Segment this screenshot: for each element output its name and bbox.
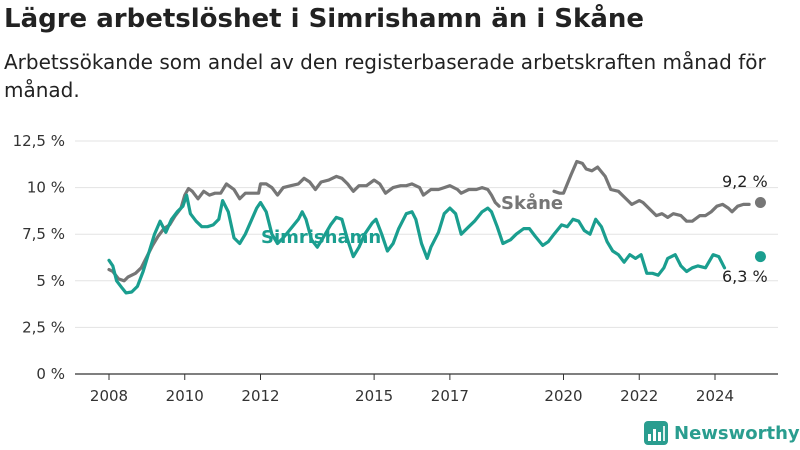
- end-point-simrishamn: [754, 251, 766, 263]
- end-value-label-simrishamn: 6,3 %: [722, 267, 768, 286]
- series-labels: Skåne Simrishamn 9,2 % 6,3 %: [261, 172, 768, 286]
- series-label-skane: Skåne: [501, 192, 563, 214]
- series-label-simrishamn: Simrishamn: [261, 227, 381, 248]
- y-tick-label: 10 %: [27, 179, 65, 197]
- y-tick-label: 0 %: [36, 365, 65, 383]
- y-tick-label: 2,5 %: [22, 318, 65, 336]
- x-tick-label: 2017: [431, 387, 469, 405]
- series-line-simrishamn: [109, 195, 738, 293]
- x-tick-label: 2022: [620, 387, 658, 405]
- x-tick-label: 2020: [544, 387, 582, 405]
- end-point-skane: [754, 197, 766, 209]
- brand-name: Newsworthy: [674, 422, 800, 444]
- newsworthy-logo: Newsworthy: [644, 421, 800, 445]
- y-axis-ticks: 0 % 2,5 % 5 % 7,5 % 10 % 12,5 %: [13, 132, 65, 383]
- y-tick-label: 5 %: [36, 272, 65, 290]
- bar-chart-icon: [644, 421, 668, 445]
- x-tick-label: 2015: [355, 387, 393, 405]
- x-tick-label: 2024: [696, 387, 734, 405]
- x-tick-label: 2010: [166, 387, 204, 405]
- end-value-label-skane: 9,2 %: [722, 172, 768, 191]
- x-tick-label: 2008: [90, 387, 128, 405]
- y-tick-label: 7,5 %: [22, 225, 65, 243]
- x-axis-ticks: 2008 2010 2012 2015 2017 2020 2022 2024: [90, 374, 734, 405]
- x-tick-label: 2012: [241, 387, 279, 405]
- chart-subtitle: Arbetssökande som andel av den registerb…: [4, 50, 766, 102]
- series-lines: [107, 159, 766, 293]
- chart-title: Lägre arbetslöshet i Simrishamn än i Skå…: [4, 4, 645, 34]
- grid-lines: [75, 140, 778, 375]
- series-line-skane: [107, 159, 751, 283]
- y-tick-label: 12,5 %: [13, 132, 65, 150]
